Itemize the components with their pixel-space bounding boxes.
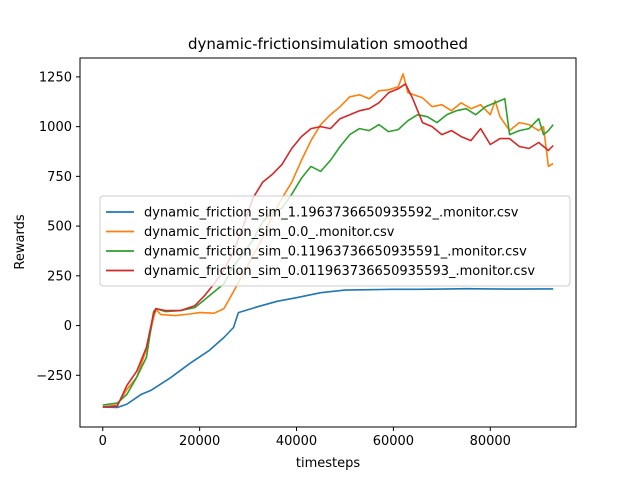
series-line-1 <box>102 287 554 409</box>
legend-box <box>99 195 571 287</box>
legend-label-3: dynamic_friction_sim_0.11963736650935591… <box>144 245 527 260</box>
x-tick-label: 80000 <box>470 434 511 449</box>
x-tick-label: 20000 <box>179 434 220 449</box>
legend-label-4: dynamic_friction_sim_0.01196373665093559… <box>144 264 535 279</box>
y-tick-label: 1000 <box>39 120 72 135</box>
y-axis: −250 0 250 500 750 1000 1250 <box>36 70 80 384</box>
x-tick-label: 0 <box>99 434 107 449</box>
y-tick-label: 500 <box>47 220 72 235</box>
legend-label-2: dynamic_friction_sim_0.0_.monitor.csv <box>144 225 395 240</box>
y-tick-label: 1250 <box>39 70 72 85</box>
x-tick-label: 60000 <box>373 434 414 449</box>
legend-label-1: dynamic_friction_sim_1.1963736650935592_… <box>144 206 519 221</box>
plot-frame <box>79 57 577 428</box>
x-axis: 0 20000 40000 60000 80000 <box>99 427 511 449</box>
x-tick-label: 40000 <box>276 434 317 449</box>
y-tick-label: 750 <box>47 170 72 185</box>
chart-title: dynamic-frictionsimulation smoothed <box>188 35 468 53</box>
y-tick-label: 0 <box>64 319 72 334</box>
y-tick-label: 250 <box>47 269 72 284</box>
x-axis-label: timesteps <box>296 456 360 471</box>
plot-lines <box>102 73 554 409</box>
series-line-4 <box>102 83 554 408</box>
legend: dynamic_friction_sim_1.1963736650935592_… <box>99 195 571 287</box>
y-tick-label: −250 <box>36 369 72 384</box>
y-axis-label: Rewards <box>13 214 28 269</box>
